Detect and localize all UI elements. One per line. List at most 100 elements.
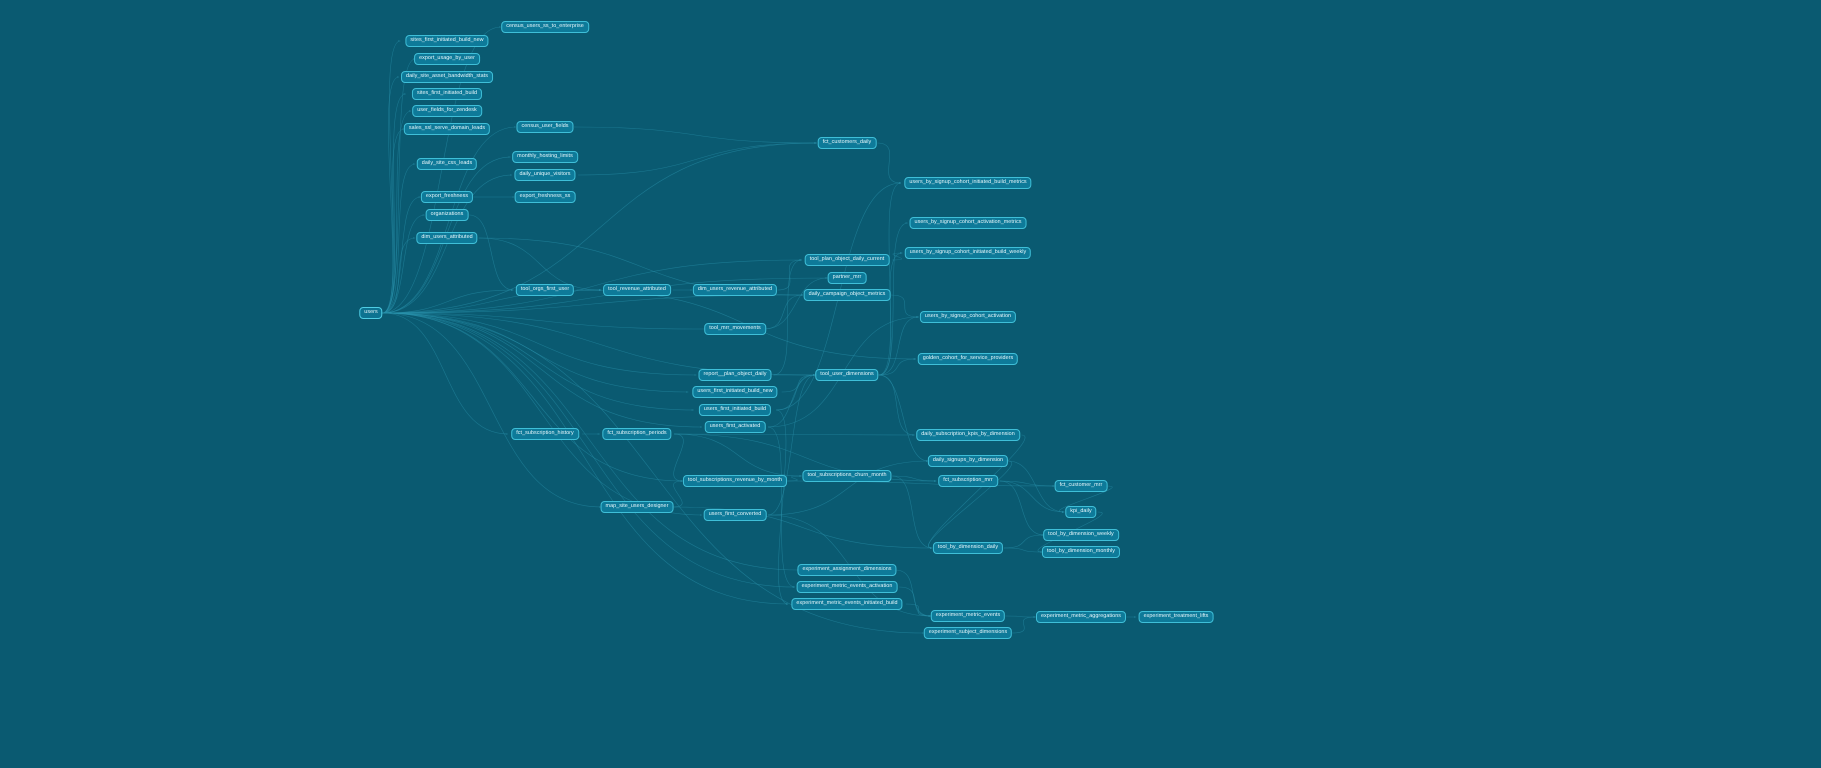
graph-node-label: organizations xyxy=(430,211,464,218)
graph-edge xyxy=(1003,547,1043,553)
graph-edge xyxy=(382,312,925,634)
graph-node-map-site-users-designer[interactable]: map_site_users_designer xyxy=(600,501,674,513)
graph-node-sales-ssl-serve-domain-leads[interactable]: sales_ssl_serve_domain_leads xyxy=(403,123,491,135)
graph-edge xyxy=(999,480,1065,513)
graph-node-users-by-signup-cohort-initiated-build-metrics[interactable]: users_by_signup_cohort_initiated_build_m… xyxy=(904,177,1032,189)
graph-node-experiment-metric-aggregations[interactable]: experiment_metric_aggregations xyxy=(1035,611,1127,623)
graph-node-tool-mrr-movements[interactable]: tool_mrr_movements xyxy=(704,323,766,335)
graph-node-label: user_fields_for_zendesk xyxy=(417,107,477,114)
graph-node-golden-cohort-for-service-providers[interactable]: golden_cohort_for_service_providers xyxy=(917,353,1019,365)
graph-edge xyxy=(382,93,407,314)
graph-node-daily-subscription-kpis-by-dimension[interactable]: daily_subscription_kpis_by_dimension xyxy=(916,429,1020,441)
graph-node-users-first-activated[interactable]: users_first_activated xyxy=(704,421,766,433)
graph-node-experiment-assignment-dimensions[interactable]: experiment_assignment_dimensions xyxy=(797,564,897,576)
graph-node-dim-users-attributed[interactable]: dim_users_attributed xyxy=(416,232,478,244)
graph-node-label: tool_by_dimension_daily xyxy=(937,544,999,551)
graph-node-tool-by-dimension-daily[interactable]: tool_by_dimension_daily xyxy=(932,542,1004,554)
graph-node-daily-signups-by-dimension[interactable]: daily_signups_by_dimension xyxy=(927,455,1009,467)
graph-node-sites-first-initiated-build-new[interactable]: sites_first_initiated_build_new xyxy=(405,35,489,47)
graph-node-user-fields-for-zendesk[interactable]: user_fields_for_zendesk xyxy=(412,105,482,117)
graph-node-export-usage-by-user[interactable]: export_usage_by_user xyxy=(414,53,480,65)
graph-node-fct-customers-daily[interactable]: fct_customers_daily xyxy=(817,137,877,149)
graph-edge xyxy=(578,142,817,176)
graph-node-daily-campaign-object-metrics[interactable]: daily_campaign_object_metrics xyxy=(803,289,891,301)
graph-node-label: users_by_signup_cohort_activation_metric… xyxy=(914,219,1022,226)
graph-edge xyxy=(382,312,509,435)
graph-node-tool-by-dimension-monthly[interactable]: tool_by_dimension_monthly xyxy=(1041,546,1121,558)
graph-edge xyxy=(890,294,919,318)
graph-node-daily-site-css-leads[interactable]: daily_site_css_leads xyxy=(416,158,478,170)
graph-node-experiment-metric-events[interactable]: experiment_metric_events xyxy=(930,610,1006,622)
graph-node-experiment-treatment-lifts[interactable]: experiment_treatment_lifts xyxy=(1138,611,1214,623)
graph-node-sites-first-initiated-build[interactable]: sites_first_initiated_build xyxy=(411,88,483,100)
graph-edge xyxy=(1003,534,1045,549)
graph-node-daily-site-asset-bandwidth-stats[interactable]: daily_site_asset_bandwidth_stats xyxy=(401,71,493,83)
graph-edge xyxy=(878,358,917,376)
graph-node-label: tool_by_dimension_monthly xyxy=(1046,548,1116,555)
graph-node-tool-user-dimensions[interactable]: tool_user_dimensions xyxy=(815,369,879,381)
graph-node-users-by-signup-cohort-activation[interactable]: users_by_signup_cohort_activation xyxy=(919,311,1017,323)
graph-node-census-user-fields[interactable]: census_user_fields xyxy=(516,121,574,133)
graph-node-label: sites_first_initiated_build xyxy=(416,90,478,97)
graph-node-label: tool_subscriptions_revenue_by_month xyxy=(687,477,783,484)
graph-node-experiment-metric-events-activation[interactable]: experiment_metric_events_activation xyxy=(796,581,898,593)
graph-node-fct-subscription-history[interactable]: fct_subscription_history xyxy=(511,428,579,440)
graph-edge xyxy=(899,586,932,617)
graph-node-partner-mrr[interactable]: partner_mrr xyxy=(827,272,867,284)
graph-node-report--plan-object-daily[interactable]: report__plan_object_daily xyxy=(698,369,772,381)
graph-node-export-freshness[interactable]: export_freshness xyxy=(420,191,474,203)
graph-node-fct-customer-mrr[interactable]: fct_customer_mrr xyxy=(1054,480,1108,492)
graph-node-label: monthly_hosting_limits xyxy=(517,153,573,160)
graph-edge xyxy=(674,433,802,477)
graph-node-tool-orgs-first-user[interactable]: tool_orgs_first_user xyxy=(515,284,575,296)
graph-node-experiment-subject-dimensions[interactable]: experiment_subject_dimensions xyxy=(923,627,1013,639)
graph-node-users[interactable]: users xyxy=(359,307,383,319)
graph-edge xyxy=(878,252,903,376)
graph-node-label: fct_subscription_periods xyxy=(607,430,667,437)
graph-node-label: dim_users_revenue_attributed xyxy=(697,286,773,293)
graph-edge xyxy=(892,475,933,549)
graph-node-organizations[interactable]: organizations xyxy=(425,209,469,221)
graph-edge xyxy=(382,312,800,571)
graph-node-label: experiment_metric_events_initiated_build xyxy=(796,600,898,607)
graph-node-label: daily_subscription_kpis_by_dimension xyxy=(921,431,1015,438)
graph-edge xyxy=(892,475,937,482)
graph-node-label: export_freshness xyxy=(425,193,469,200)
graph-node-label: experiment_treatment_lifts xyxy=(1143,613,1209,620)
graph-node-dim-users-revenue-attributed[interactable]: dim_users_revenue_attributed xyxy=(692,284,778,296)
graph-node-users-first-converted[interactable]: users_first_converted xyxy=(703,509,767,521)
graph-edge xyxy=(382,312,684,482)
graph-node-kpi-daily[interactable]: kpi_daily xyxy=(1065,506,1097,518)
graph-edge xyxy=(672,480,684,508)
graph-node-label: users_by_signup_cohort_activation xyxy=(924,313,1012,320)
graph-edge xyxy=(382,196,421,314)
graph-node-tool-plan-object-daily-current[interactable]: tool_plan_object_daily_current xyxy=(804,254,890,266)
graph-edge xyxy=(674,433,915,436)
graph-node-users-by-signup-cohort-initiated-build-weekly[interactable]: users_by_signup_cohort_initiated_build_w… xyxy=(904,247,1032,259)
graph-node-tool-by-dimension-weekly[interactable]: tool_by_dimension_weekly xyxy=(1043,529,1119,541)
graph-node-label: tool_subscriptions_churn_month xyxy=(807,472,887,479)
graph-node-label: users_by_signup_cohort_initiated_build_m… xyxy=(909,179,1027,186)
graph-node-monthly-hosting-limits[interactable]: monthly_hosting_limits xyxy=(512,151,578,163)
graph-edge xyxy=(928,460,1012,549)
graph-node-tool-subscriptions-revenue-by-month[interactable]: tool_subscriptions_revenue_by_month xyxy=(682,475,788,487)
graph-edge xyxy=(382,312,789,605)
graph-node-daily-unique-visitors[interactable]: daily_unique_visitors xyxy=(514,169,576,181)
graph-node-users-first-initiated-build-new[interactable]: users_first_initiated_build_new xyxy=(692,386,778,398)
graph-node-label: tool_orgs_first_user xyxy=(520,286,570,293)
graph-node-fct-subscription-mrr[interactable]: fct_subscription_mrr xyxy=(938,475,998,487)
graph-node-fct-subscription-periods[interactable]: fct_subscription_periods xyxy=(602,428,672,440)
graph-node-label: export_usage_by_user xyxy=(419,55,475,62)
graph-node-label: experiment_metric_events xyxy=(935,612,1001,619)
graph-node-label: daily_signups_by_dimension xyxy=(932,457,1004,464)
graph-node-users-by-signup-cohort-activation-metrics[interactable]: users_by_signup_cohort_activation_metric… xyxy=(909,217,1027,229)
graph-node-label: users_by_signup_cohort_initiated_build_w… xyxy=(909,249,1027,256)
graph-node-label: census_users_ss_to_enterprise xyxy=(506,23,584,30)
graph-node-tool-revenue-attributed[interactable]: tool_revenue_attributed xyxy=(603,284,671,296)
graph-node-export-freshness-ss[interactable]: export_freshness_ss xyxy=(514,191,576,203)
graph-node-census-users-ss-to-enterprise[interactable]: census_users_ss_to_enterprise xyxy=(501,21,589,33)
graph-node-experiment-metric-events-initiated-build[interactable]: experiment_metric_events_initiated_build xyxy=(791,598,903,610)
graph-node-users-first-initiated-build[interactable]: users_first_initiated_build xyxy=(698,404,772,416)
graph-node-tool-subscriptions-churn-month[interactable]: tool_subscriptions_churn_month xyxy=(802,470,892,482)
